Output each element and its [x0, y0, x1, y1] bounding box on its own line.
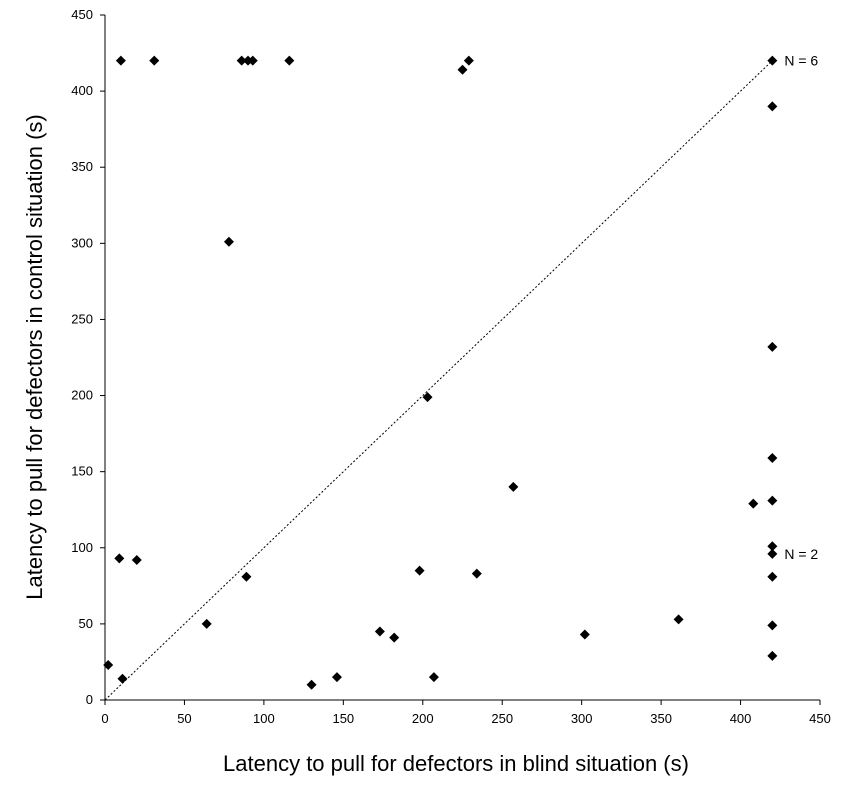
- data-point: [103, 659, 114, 670]
- reference-line: [104, 60, 773, 701]
- x-axis-title: Latency to pull for defectors in blind s…: [223, 751, 689, 776]
- x-tick-label: 200: [412, 711, 434, 726]
- data-point: [463, 55, 474, 66]
- data-point: [471, 568, 482, 579]
- y-tick-label: 100: [71, 540, 93, 555]
- data-point: [428, 672, 439, 683]
- x-tick-label: 350: [650, 711, 672, 726]
- axes-group: [104, 15, 820, 701]
- reference-line-group: [104, 60, 773, 701]
- data-point: [767, 341, 778, 352]
- data-point: [767, 620, 778, 631]
- data-point: [331, 672, 342, 683]
- y-tick-label: 450: [71, 7, 93, 22]
- data-point: [115, 55, 126, 66]
- y-tick-label: 50: [79, 616, 93, 631]
- y-tick-label: 350: [71, 159, 93, 174]
- x-tick-label: 100: [253, 711, 275, 726]
- data-point: [767, 650, 778, 661]
- annotations-group: N = 6 N = 2: [784, 53, 818, 562]
- data-point: [247, 55, 258, 66]
- annotation-label: N = 6: [784, 53, 818, 69]
- x-tick-label: 450: [809, 711, 831, 726]
- data-point: [767, 541, 778, 552]
- y-tick-label: 400: [71, 83, 93, 98]
- data-point: [748, 498, 759, 509]
- data-point: [223, 236, 234, 247]
- x-tick-label: 250: [491, 711, 513, 726]
- data-point: [579, 629, 590, 640]
- data-point: [767, 495, 778, 506]
- y-tick-label: 200: [71, 388, 93, 403]
- data-point: [457, 64, 468, 75]
- data-point: [414, 565, 425, 576]
- ticks-group: 0 50 100 150 200 250 300 350 400 450 0 50 100 150 200 2…: [71, 7, 831, 726]
- data-point: [284, 55, 295, 66]
- data-point: [374, 626, 385, 637]
- data-point: [508, 481, 519, 492]
- data-point: [767, 55, 778, 66]
- x-tick-label: 150: [332, 711, 354, 726]
- annotation-label: N = 2: [784, 546, 818, 562]
- y-axis-title: Latency to pull for defectors in control…: [22, 114, 47, 599]
- data-point: [117, 673, 128, 684]
- points-group: [103, 55, 778, 690]
- data-point: [767, 548, 778, 559]
- data-point: [114, 553, 125, 564]
- y-tick-label: 250: [71, 311, 93, 326]
- data-point: [767, 101, 778, 112]
- data-point: [422, 392, 433, 403]
- data-point: [131, 554, 142, 565]
- data-point: [149, 55, 160, 66]
- x-tick-label: 50: [177, 711, 191, 726]
- data-point: [201, 618, 212, 629]
- data-point: [673, 614, 684, 625]
- y-tick-label: 0: [86, 692, 93, 707]
- y-tick-label: 300: [71, 235, 93, 250]
- data-point: [236, 55, 247, 66]
- data-point: [241, 571, 252, 582]
- data-point: [306, 679, 317, 690]
- y-tick-label: 150: [71, 464, 93, 479]
- data-point: [767, 571, 778, 582]
- data-point: [767, 452, 778, 463]
- x-tick-label: 300: [571, 711, 593, 726]
- data-point: [389, 632, 400, 643]
- x-tick-label: 400: [730, 711, 752, 726]
- x-tick-label: 0: [101, 711, 108, 726]
